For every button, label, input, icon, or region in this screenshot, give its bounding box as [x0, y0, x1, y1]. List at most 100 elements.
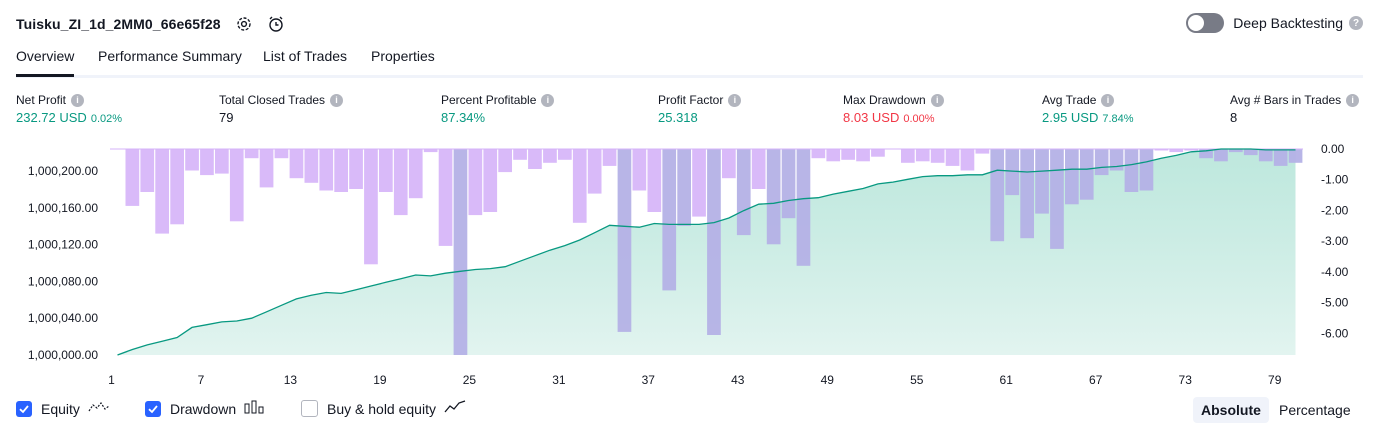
metric-sub-value: 7.84% — [1102, 113, 1134, 125]
drawdown-bar — [1169, 149, 1184, 153]
drawdown-bar — [572, 149, 587, 223]
x-axis-tick-label: 19 — [373, 373, 387, 387]
info-icon[interactable]: i — [930, 93, 944, 107]
drawdown-bar — [289, 149, 304, 179]
y-axis-left-tick-label: 1,000,160.00 — [28, 201, 98, 215]
info-icon[interactable]: i — [330, 93, 344, 107]
metric-label: Total Closed Trades — [219, 93, 326, 107]
metric-avg-trade: Avg Trade i 2.95 USD 7.84% — [1042, 93, 1134, 125]
metric-value: 232.72 USD — [16, 110, 87, 125]
drawdown-bar — [438, 149, 453, 246]
strategy-name: Tuisku_ZI_1d_2MM0_66e65f28 — [16, 16, 221, 32]
metric-total-closed-trades: Total Closed Trades i 79 — [219, 93, 344, 125]
tab-performance-summary[interactable]: Performance Summary — [98, 48, 242, 64]
info-icon[interactable]: i — [1101, 93, 1115, 107]
drawdown-bar — [140, 149, 155, 192]
help-icon[interactable]: ? — [1349, 16, 1363, 30]
drawdown-bar — [364, 149, 378, 265]
y-axis-right-tick-label: -3.00 — [1321, 234, 1349, 248]
drawdown-bar — [811, 149, 826, 159]
metric-value: 25.318 — [658, 110, 698, 125]
tab-bar: Overview Performance Summary List of Tra… — [16, 44, 1363, 78]
drawdown-bar — [1109, 149, 1124, 171]
drawdown-bar — [1258, 149, 1273, 162]
y-axis-right-tick-label: -1.00 — [1321, 173, 1349, 187]
tab-properties[interactable]: Properties — [371, 48, 435, 64]
x-axis-tick-label: 1 — [108, 373, 115, 387]
metric-label: Percent Profitable — [441, 93, 537, 107]
legend-drawdown[interactable]: Drawdown — [145, 400, 264, 417]
drawdown-bar — [1273, 149, 1288, 166]
absolute-toggle-button[interactable]: Absolute — [1193, 397, 1269, 423]
drawdown-bar — [871, 149, 885, 157]
metric-value: 8.03 USD — [843, 110, 900, 125]
buy-hold-line-icon — [444, 400, 466, 417]
drawdown-bar — [736, 149, 751, 236]
strategy-header: Tuisku_ZI_1d_2MM0_66e65f28 — [16, 13, 285, 35]
tab-overview[interactable]: Overview — [16, 48, 75, 77]
tab-list-of-trades[interactable]: List of Trades — [263, 48, 348, 64]
alert-clock-icon[interactable] — [267, 15, 285, 33]
drawdown-bar — [379, 149, 393, 192]
metric-profit-factor: Profit Factor i 25.318 — [658, 93, 742, 125]
legend-equity[interactable]: Equity — [16, 400, 110, 417]
drawdown-bar — [185, 149, 199, 171]
drawdown-bar — [274, 149, 289, 159]
x-axis-tick-label: 13 — [284, 373, 298, 387]
info-icon[interactable]: i — [71, 93, 85, 107]
drawdown-bar — [632, 149, 647, 191]
drawdown-bars-icon — [244, 400, 264, 417]
drawdown-bar — [170, 149, 184, 225]
metric-max-drawdown: Max Drawdown i 8.03 USD 0.00% — [843, 93, 944, 125]
y-axis-left-tick-label: 1,000,000.00 — [28, 348, 98, 362]
drawdown-label: Drawdown — [170, 400, 237, 417]
x-axis-tick-label: 79 — [1268, 373, 1282, 387]
drawdown-bar — [1139, 149, 1154, 191]
drawdown-bar — [766, 149, 781, 245]
info-icon[interactable]: i — [728, 93, 742, 107]
drawdown-bar — [692, 149, 706, 217]
info-icon[interactable]: i — [541, 93, 555, 107]
equity-checkbox[interactable] — [16, 400, 32, 417]
drawdown-bar — [1214, 149, 1228, 162]
x-axis-tick-label: 73 — [1179, 373, 1193, 387]
drawdown-bar — [1243, 149, 1258, 156]
drawdown-bar — [841, 149, 855, 160]
equity-drawdown-chart[interactable]: 1,000,200.00 1,000,160.00 1,000,120.00 1,00… — [0, 140, 1379, 390]
drawdown-bar — [513, 149, 527, 160]
x-axis-tick-label: 31 — [552, 373, 566, 387]
drawdown-bar — [1124, 149, 1139, 192]
info-icon[interactable]: i — [1346, 93, 1360, 107]
buy-hold-checkbox[interactable] — [301, 400, 318, 417]
y-axis-right-tick-label: -4.00 — [1321, 265, 1349, 279]
y-axis-left-tick-label: 1,000,080.00 — [28, 274, 98, 288]
metric-value: 87.34% — [441, 110, 486, 125]
metric-label: Profit Factor — [658, 93, 724, 107]
drawdown-bar — [647, 149, 662, 212]
drawdown-bar — [1184, 149, 1198, 151]
drawdown-bar — [1035, 149, 1049, 214]
deep-backtesting-toggle[interactable] — [1186, 13, 1225, 33]
drawdown-checkbox[interactable] — [145, 400, 161, 417]
drawdown-bar — [498, 149, 512, 173]
metric-label: Net Profit — [16, 93, 67, 107]
settings-gear-icon[interactable] — [235, 15, 253, 33]
deep-backtesting-control: Deep Backtesting ? — [1186, 13, 1363, 33]
metric-avg-bars-in-trades: Avg # Bars in Trades i 8 — [1230, 93, 1360, 125]
drawdown-bar — [975, 149, 990, 154]
drawdown-bar — [1094, 149, 1109, 176]
y-axis-right-tick-label: -2.00 — [1321, 204, 1349, 218]
drawdown-bar — [319, 149, 334, 191]
drawdown-bar — [602, 149, 617, 166]
y-axis-left-tick-label: 1,000,120.00 — [28, 238, 98, 252]
drawdown-bar — [528, 149, 542, 169]
drawdown-bar — [915, 149, 930, 162]
drawdown-bar — [856, 149, 870, 162]
drawdown-bar — [781, 149, 796, 219]
metric-value: 8 — [1230, 110, 1238, 125]
metric-label: Max Drawdown — [843, 93, 926, 107]
metric-value: 79 — [219, 110, 234, 125]
legend-buy-hold[interactable]: Buy & hold equity — [301, 400, 466, 417]
percentage-toggle-button[interactable]: Percentage — [1279, 402, 1351, 418]
drawdown-bar — [558, 149, 572, 160]
